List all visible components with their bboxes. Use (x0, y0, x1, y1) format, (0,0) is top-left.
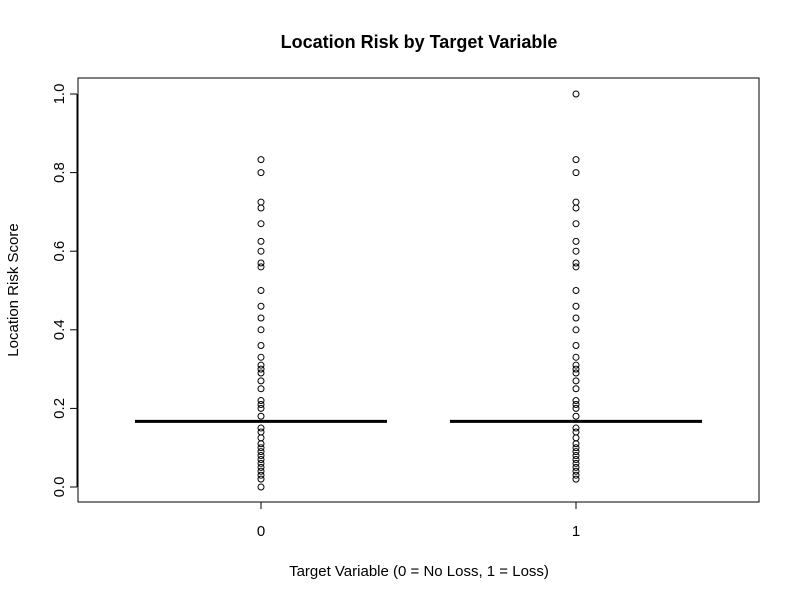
plot-frame (77, 77, 760, 503)
outlier-point (257, 424, 265, 432)
outlier-point (257, 377, 265, 385)
outlier-point (257, 326, 265, 334)
outlier-point (572, 424, 580, 432)
outlier-points (257, 90, 580, 491)
outlier-point (572, 471, 580, 479)
outlier-point (572, 326, 580, 334)
y-tick-label: 0.0 (51, 477, 68, 498)
outlier-point (257, 302, 265, 310)
outlier-point (257, 169, 265, 177)
outlier-point (572, 365, 580, 373)
outlier-point (572, 156, 580, 164)
outlier-point (572, 204, 580, 212)
outlier-point (572, 385, 580, 393)
outlier-point (572, 314, 580, 322)
outlier-point (257, 361, 265, 369)
outlier-point (572, 397, 580, 405)
outlier-point (572, 169, 580, 177)
outlier-point (257, 475, 265, 483)
outlier-point (572, 302, 580, 310)
outlier-point (257, 156, 265, 164)
outlier-point (572, 247, 580, 255)
y-tick-label: 1.0 (51, 84, 68, 105)
outlier-point (257, 463, 265, 471)
outlier-point (572, 428, 580, 436)
outlier-point (257, 385, 265, 393)
outlier-point (572, 444, 580, 452)
outlier-point (257, 428, 265, 436)
outlier-point (257, 204, 265, 212)
outlier-point (257, 459, 265, 467)
y-tick-label: 0.8 (51, 162, 68, 183)
outlier-point (257, 369, 265, 377)
outlier-point (572, 287, 580, 294)
x-tick-label: 1 (572, 523, 580, 540)
x-tick-label: 0 (257, 523, 265, 540)
outlier-point (257, 287, 265, 294)
outlier-point (257, 259, 265, 267)
outlier-point (572, 259, 580, 267)
outlier-point (572, 342, 580, 350)
outlier-point (257, 353, 265, 361)
outlier-point (257, 314, 265, 322)
outlier-point (257, 404, 265, 412)
outlier-point (572, 463, 580, 471)
outlier-point (257, 237, 265, 245)
outlier-point (257, 444, 265, 452)
outlier-point (257, 342, 265, 350)
outlier-point (572, 353, 580, 361)
outlier-point (572, 361, 580, 369)
outlier-point (572, 434, 580, 442)
outlier-point (257, 365, 265, 373)
outlier-point (572, 412, 580, 420)
y-tick-label: 0.4 (51, 319, 68, 340)
y-tick-label: 0.2 (51, 398, 68, 419)
y-axis: 0.0 0.2 0.4 0.6 0.8 1.0 (51, 84, 78, 498)
outlier-point (572, 369, 580, 377)
outlier-point (572, 377, 580, 385)
outlier-point (572, 263, 580, 271)
outlier-point (257, 263, 265, 271)
outlier-point (257, 397, 265, 405)
outlier-point (572, 404, 580, 412)
outlier-point (257, 452, 265, 460)
outlier-point (572, 440, 580, 448)
outlier-point (572, 400, 580, 408)
outlier-point (572, 90, 580, 98)
outlier-point (257, 400, 265, 408)
outlier-point (572, 459, 580, 467)
y-axis-label: Location Risk Score (5, 223, 22, 356)
outlier-point (257, 440, 265, 448)
outlier-point (572, 475, 580, 483)
outlier-point (257, 448, 265, 456)
outlier-point (572, 220, 580, 228)
outlier-point (257, 467, 265, 475)
outlier-point (572, 455, 580, 463)
outlier-point (257, 247, 265, 255)
outlier-point (257, 198, 265, 206)
outlier-point (257, 471, 265, 479)
chart-title: Location Risk by Target Variable (281, 32, 558, 52)
outlier-point (572, 452, 580, 460)
outlier-point (257, 455, 265, 463)
outlier-point (257, 220, 265, 228)
outlier-point (572, 448, 580, 456)
y-tick-label: 0.6 (51, 241, 68, 262)
outlier-point (257, 412, 265, 420)
x-axis-label: Target Variable (0 = No Loss, 1 = Loss) (289, 563, 549, 580)
outlier-point (257, 483, 265, 491)
outlier-point (572, 467, 580, 475)
outlier-point (257, 434, 265, 442)
outlier-point (572, 198, 580, 206)
outlier-point (572, 237, 580, 245)
